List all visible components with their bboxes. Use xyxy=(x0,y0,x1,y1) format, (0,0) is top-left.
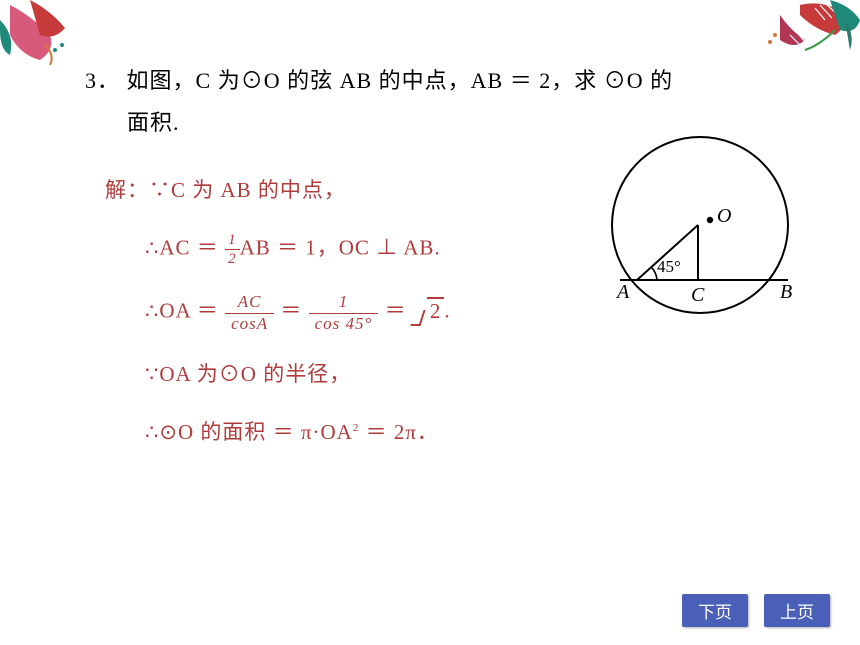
circle-figure: O A B C 45° xyxy=(595,125,805,340)
sqrt-2: 2 xyxy=(413,295,445,329)
prev-page-button[interactable]: 上页 xyxy=(764,594,830,627)
therefore-icon xyxy=(145,420,159,444)
svg-text:O: O xyxy=(717,205,731,227)
fraction-ac-cosa: ACcosA xyxy=(225,292,274,334)
fraction-half: 12 xyxy=(225,231,240,268)
therefore-icon xyxy=(145,236,159,260)
therefore-icon xyxy=(145,299,159,323)
solution-label: 解： xyxy=(105,178,149,202)
fraction-1-cos45: 1cos 45° xyxy=(309,292,379,334)
svg-text:B: B xyxy=(780,281,792,303)
solution-step4: OA 为⊙O 的半径， xyxy=(145,358,785,392)
svg-text:A: A xyxy=(615,281,630,303)
problem-number: 3． xyxy=(85,68,120,93)
because-icon xyxy=(145,362,159,386)
problem-line1: 如图，C 为⊙O 的弦 AB 的中点，AB ＝ 2，求 ⊙O 的 xyxy=(127,68,674,93)
next-page-button[interactable]: 下页 xyxy=(682,594,748,627)
nav-buttons: 下页 上页 xyxy=(682,594,830,627)
problem-text: 3． 如图，C 为⊙O 的弦 AB 的中点，AB ＝ 2，求 ⊙O 的 xyxy=(85,60,785,102)
because-icon xyxy=(149,178,171,202)
svg-text:45°: 45° xyxy=(657,257,681,276)
solution-step5: ⊙O 的面积 ＝ π·OA2 ＝ 2π． xyxy=(145,416,785,450)
svg-text:C: C xyxy=(691,284,705,306)
